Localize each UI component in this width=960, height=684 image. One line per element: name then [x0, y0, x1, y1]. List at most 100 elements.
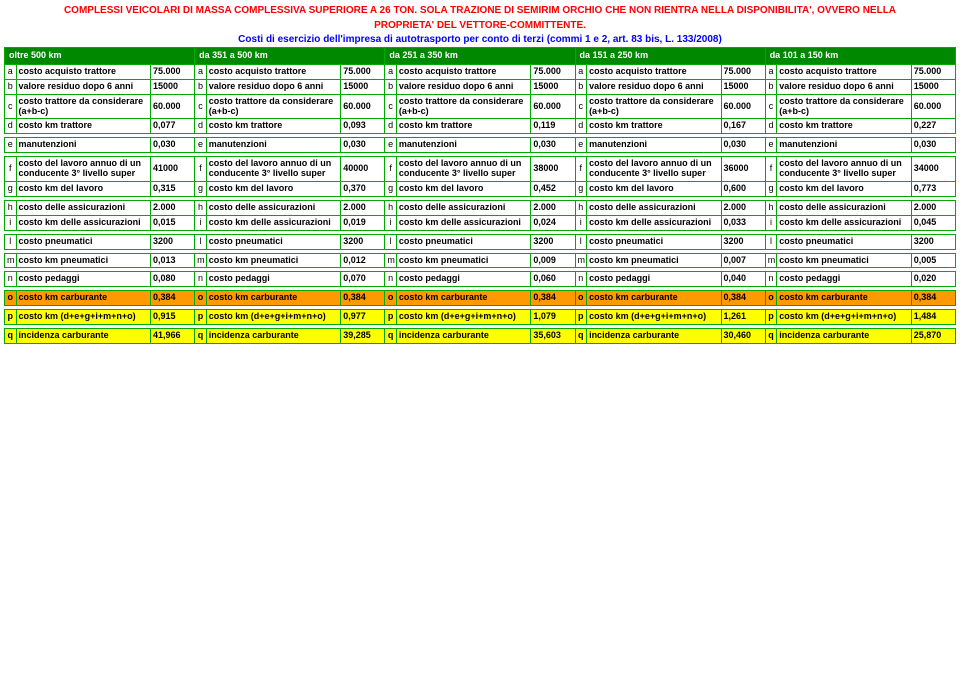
row-key: f [385, 157, 397, 182]
row-label: costo km trattore [206, 119, 340, 134]
row-value: 0,077 [151, 119, 195, 134]
row-key: g [575, 182, 587, 197]
row-value: 41,966 [151, 329, 195, 344]
row-key: c [765, 94, 777, 119]
row-value: 39,285 [341, 329, 385, 344]
row-key: h [765, 200, 777, 215]
row-label: costo km trattore [587, 119, 721, 134]
row-value: 0,019 [341, 215, 385, 230]
row-value: 0,030 [531, 138, 575, 153]
row-label: costo delle assicurazioni [396, 200, 530, 215]
row-label: manutenzioni [396, 138, 530, 153]
row-value: 0,024 [531, 215, 575, 230]
row-label: costo acquisto trattore [396, 64, 530, 79]
row-label: costo km carburante [206, 291, 340, 306]
row-label: costo pedaggi [206, 272, 340, 287]
row-value: 40000 [341, 157, 385, 182]
row-value: 0,773 [911, 182, 955, 197]
row-key: n [5, 272, 17, 287]
row-label: costo km (d+e+g+i+m+n+o) [206, 310, 340, 325]
row-label: costo km pneumatici [16, 253, 150, 268]
row-label: costo del lavoro annuo di un conducente … [587, 157, 721, 182]
row-value: 0,167 [721, 119, 765, 134]
row-key: i [765, 215, 777, 230]
row-key: o [195, 291, 207, 306]
row-value: 2.000 [911, 200, 955, 215]
row-key: l [765, 234, 777, 249]
row-value: 0,093 [341, 119, 385, 134]
row-label: costo km trattore [777, 119, 911, 134]
row-value: 35,603 [531, 329, 575, 344]
row-value: 0,020 [911, 272, 955, 287]
row-label: costo km pneumatici [587, 253, 721, 268]
row-key: p [385, 310, 397, 325]
table-row: dcosto km trattore0,077dcosto km trattor… [5, 119, 956, 134]
row-value: 75.000 [911, 64, 955, 79]
row-value: 30,460 [721, 329, 765, 344]
row-key: b [765, 79, 777, 94]
row-value: 15000 [911, 79, 955, 94]
row-label: costo trattore da considerare (a+b-c) [777, 94, 911, 119]
row-value: 60.000 [721, 94, 765, 119]
row-value: 0,370 [341, 182, 385, 197]
row-key: p [575, 310, 587, 325]
row-label: costo km pneumatici [777, 253, 911, 268]
row-label: incidenza carburante [16, 329, 150, 344]
row-label: costo km carburante [587, 291, 721, 306]
row-label: costo pedaggi [396, 272, 530, 287]
row-label: costo km delle assicurazioni [16, 215, 150, 230]
row-label: costo del lavoro annuo di un conducente … [777, 157, 911, 182]
row-value: 0,080 [151, 272, 195, 287]
row-label: costo km trattore [16, 119, 150, 134]
row-key: i [195, 215, 207, 230]
row-value: 2.000 [721, 200, 765, 215]
row-key: a [195, 64, 207, 79]
row-label: costo km del lavoro [206, 182, 340, 197]
row-value: 0,070 [341, 272, 385, 287]
table-row: ncosto pedaggi0,080ncosto pedaggi0,070nc… [5, 272, 956, 287]
distance-header-cell: oltre 500 km [5, 48, 195, 65]
row-label: manutenzioni [16, 138, 150, 153]
row-value: 15000 [151, 79, 195, 94]
row-key: m [5, 253, 17, 268]
row-value: 0,040 [721, 272, 765, 287]
row-value: 0,119 [531, 119, 575, 134]
row-key: c [385, 94, 397, 119]
row-key: m [765, 253, 777, 268]
row-key: d [765, 119, 777, 134]
row-label: manutenzioni [777, 138, 911, 153]
row-label: costo km del lavoro [587, 182, 721, 197]
row-value: 38000 [531, 157, 575, 182]
row-key: q [385, 329, 397, 344]
row-label: costo pneumatici [396, 234, 530, 249]
row-value: 0,009 [531, 253, 575, 268]
row-value: 25,870 [911, 329, 955, 344]
row-value: 0,015 [151, 215, 195, 230]
row-key: q [195, 329, 207, 344]
distance-header-row: oltre 500 kmda 351 a 500 kmda 251 a 350 … [5, 48, 956, 65]
row-value: 0,977 [341, 310, 385, 325]
table-row: bvalore residuo dopo 6 anni15000bvalore … [5, 79, 956, 94]
row-key: h [575, 200, 587, 215]
row-key: l [195, 234, 207, 249]
row-value: 34000 [911, 157, 955, 182]
row-key: i [385, 215, 397, 230]
row-label: costo trattore da considerare (a+b-c) [206, 94, 340, 119]
row-key: a [5, 64, 17, 79]
row-key: b [195, 79, 207, 94]
row-label: costo acquisto trattore [587, 64, 721, 79]
row-key: a [575, 64, 587, 79]
row-label: costo pneumatici [587, 234, 721, 249]
row-key: b [385, 79, 397, 94]
row-key: l [575, 234, 587, 249]
row-label: costo del lavoro annuo di un conducente … [206, 157, 340, 182]
row-value: 60.000 [341, 94, 385, 119]
row-label: incidenza carburante [206, 329, 340, 344]
row-value: 75.000 [531, 64, 575, 79]
row-value: 0,013 [151, 253, 195, 268]
table-row: gcosto km del lavoro0,315gcosto km del l… [5, 182, 956, 197]
row-value: 15000 [341, 79, 385, 94]
row-value: 0,030 [341, 138, 385, 153]
distance-header-cell: da 251 a 350 km [385, 48, 575, 65]
row-key: o [575, 291, 587, 306]
